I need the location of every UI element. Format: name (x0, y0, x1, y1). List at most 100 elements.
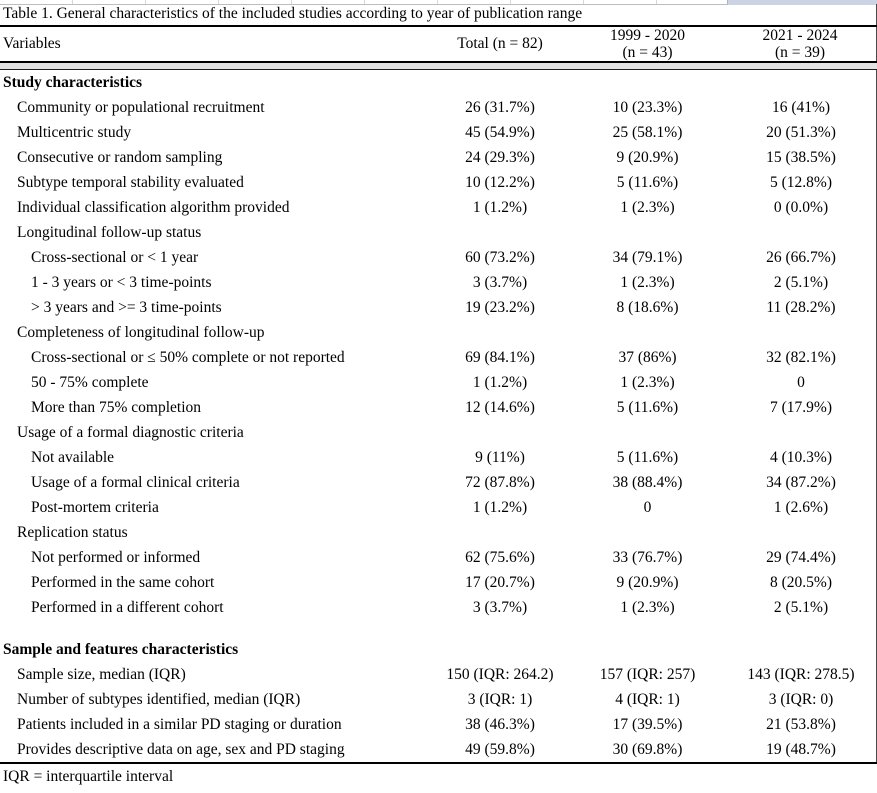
row-value-total: 49 (59.8%) (465, 740, 535, 758)
row-value-2021-2024 (725, 520, 877, 545)
table-row: Multicentric study 45 (54.9%) 25 (58.1%)… (0, 120, 877, 145)
row-value-2021-2024: 7 (17.9%) (770, 398, 832, 416)
table-row: More than 75% completion 12 (14.6%) 5 (1… (0, 395, 877, 420)
row-value-1999-2020: 8 (18.6%) (616, 298, 679, 316)
row-value-2021-2024: 29 (74.4%) (766, 548, 836, 566)
table-row: Individual classification algorithm prov… (0, 195, 877, 220)
table-row: Usage of a formal clinical criteria 72 (… (0, 470, 877, 495)
table-row: 1 - 3 years or < 3 time-points 3 (3.7%) … (0, 270, 877, 295)
row-label: Patients included in a similar PD stagin… (17, 715, 342, 733)
row-value-total: 9 (11%) (475, 448, 525, 466)
table-row: > 3 years and >= 3 time-points 19 (23.2%… (0, 295, 877, 320)
row-value-1999-2020 (570, 637, 725, 662)
spreadsheet-gridline-strip (0, 0, 727, 5)
row-value-2021-2024 (725, 420, 877, 445)
row-label: Performed in a different cohort (31, 598, 224, 616)
row-value-total: 1 (1.2%) (472, 498, 528, 516)
spreadsheet-remnant-strip (0, 0, 877, 5)
row-value-2021-2024: 11 (28.2%) (766, 298, 836, 316)
row-label: 1 - 3 years or < 3 time-points (31, 273, 212, 291)
row-value-1999-2020: 25 (58.1%) (612, 123, 683, 141)
row-value-2021-2024: 3 (IQR: 0) (768, 690, 834, 708)
row-value-1999-2020: 1 (2.3%) (620, 273, 675, 291)
table-header-row: Variables Total (n = 82) 1999 - 2020 (n … (0, 27, 877, 61)
spreadsheet-selected-cell (727, 0, 877, 5)
row-value-1999-2020: 9 (20.9%) (616, 573, 679, 591)
bottom-rule (0, 762, 877, 764)
table-row: Completeness of longitudinal follow-up (0, 320, 877, 345)
table-row: Study characteristics (0, 70, 877, 95)
table-row: Sample size, median (IQR) 150 (IQR: 264.… (0, 662, 877, 687)
row-label: Provides descriptive data on age, sex an… (17, 740, 345, 758)
row-value-total: 10 (12.2%) (465, 173, 535, 191)
row-value-2021-2024: 0 (0.0%) (773, 198, 829, 216)
table-row: Cross-sectional or < 1 year 60 (73.2%) 3… (0, 245, 877, 270)
top-rule (0, 25, 877, 27)
table-row: Not performed or informed 62 (75.6%) 33 … (0, 545, 877, 570)
row-value-total (430, 520, 570, 545)
row-value-2021-2024: 16 (41%) (771, 98, 831, 116)
row-label: Completeness of longitudinal follow-up (17, 323, 265, 341)
row-label: Sample size, median (IQR) (17, 665, 186, 683)
column-header-variables: Variables (3, 35, 61, 52)
row-value-2021-2024: 34 (87.2%) (766, 473, 836, 491)
row-label: Multicentric study (17, 123, 132, 141)
row-value-total: 19 (23.2%) (465, 298, 535, 316)
row-value-total (430, 220, 570, 245)
table-row: Performed in the same cohort 17 (20.7%) … (0, 570, 877, 595)
row-value-2021-2024: 32 (82.1%) (766, 348, 836, 366)
row-value-2021-2024 (725, 70, 877, 95)
row-label: Number of subtypes identified, median (I… (17, 690, 301, 708)
row-value-1999-2020 (570, 70, 725, 95)
row-label: Not performed or informed (31, 548, 201, 566)
row-value-1999-2020: 38 (88.4%) (612, 473, 683, 491)
row-label: Sample and features characteristics (3, 640, 239, 658)
row-value-total: 24 (29.3%) (465, 148, 535, 166)
row-value-1999-2020: 30 (69.8%) (612, 740, 683, 758)
row-value-1999-2020: 9 (20.9%) (616, 148, 679, 166)
row-value-1999-2020: 37 (86%) (618, 348, 677, 366)
row-value-1999-2020: 5 (11.6%) (616, 448, 679, 466)
table-row: Subtype temporal stability evaluated 10 … (0, 170, 877, 195)
column-header-1999-2020: 1999 - 2020 (n = 43) (570, 27, 725, 61)
row-value-2021-2024: 20 (51.3%) (766, 123, 836, 141)
row-value-1999-2020: 4 (IQR: 1) (615, 690, 680, 708)
row-value-total: 26 (31.7%) (465, 98, 535, 116)
table-row: Not available 9 (11%) 5 (11.6%) 4 (10.3%… (0, 445, 877, 470)
row-value-total: 38 (46.3%) (465, 715, 535, 733)
row-value-2021-2024: 8 (20.5%) (770, 573, 832, 591)
row-label: Study characteristics (3, 73, 143, 91)
row-value-total: 12 (14.6%) (465, 398, 535, 416)
row-value-2021-2024 (725, 320, 877, 345)
row-value-1999-2020 (570, 420, 725, 445)
column-header-1999-2020-line2: (n = 43) (622, 44, 673, 61)
row-label: Subtype temporal stability evaluated (17, 173, 244, 191)
row-label: > 3 years and >= 3 time-points (31, 298, 222, 316)
table-row (0, 620, 877, 637)
row-value-1999-2020: 157 (IQR: 257) (599, 665, 696, 683)
row-value-total: 17 (20.7%) (465, 573, 535, 591)
row-label: 50 - 75% complete (31, 373, 149, 391)
row-value-1999-2020: 0 (643, 498, 652, 516)
row-value-1999-2020: 5 (11.6%) (616, 173, 679, 191)
row-value-total: 45 (54.9%) (465, 123, 535, 141)
row-value-total: 69 (84.1%) (465, 348, 535, 366)
row-label: Cross-sectional or < 1 year (31, 248, 199, 266)
row-value-1999-2020: 33 (76.7%) (612, 548, 683, 566)
row-value-total: 60 (73.2%) (465, 248, 535, 266)
row-value-1999-2020: 5 (11.6%) (616, 398, 679, 416)
row-value-2021-2024: 26 (66.7%) (766, 248, 836, 266)
table-row: Consecutive or random sampling 24 (29.3%… (0, 145, 877, 170)
header-rule (0, 61, 877, 63)
row-value-total: 72 (87.8%) (465, 473, 535, 491)
row-value-1999-2020 (570, 520, 725, 545)
row-label: Not available (31, 448, 115, 466)
table-row: Usage of a formal diagnostic criteria (0, 420, 877, 445)
table-row: Cross-sectional or ≤ 50% complete or not… (0, 345, 877, 370)
row-value-2021-2024 (725, 620, 877, 637)
row-value-1999-2020: 1 (2.3%) (620, 598, 675, 616)
row-value-1999-2020: 34 (79.1%) (612, 248, 683, 266)
row-label: Community or populational recruitment (17, 98, 265, 116)
row-value-total (430, 320, 570, 345)
column-header-1999-2020-line1: 1999 - 2020 (610, 27, 685, 44)
